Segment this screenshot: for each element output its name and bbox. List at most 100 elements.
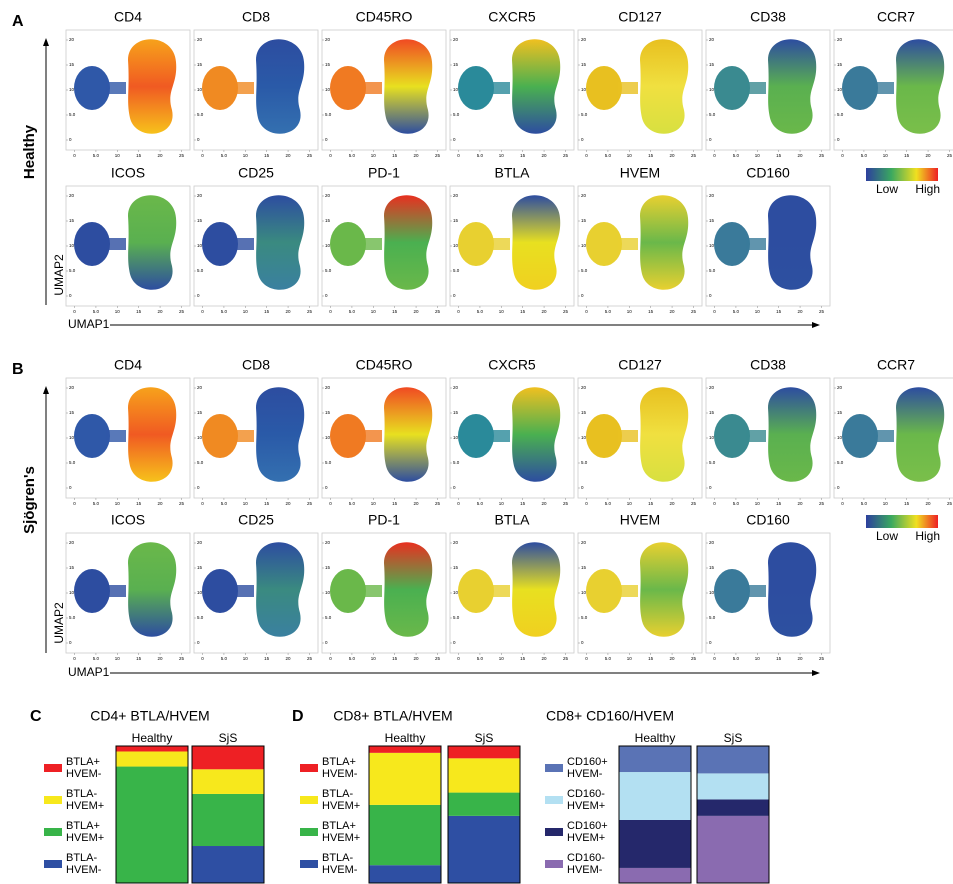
x-tick-label: 15 <box>264 153 270 158</box>
umap-cluster <box>384 195 432 290</box>
x-tick-label: 20 <box>542 153 548 158</box>
y-tick-label: 20 <box>325 540 331 545</box>
x-tick-label: 25 <box>435 309 441 314</box>
umap-cluster <box>896 39 944 134</box>
umap-bridge <box>234 430 254 442</box>
x-tick-label: 25 <box>435 656 441 661</box>
y-tick-label: 20 <box>581 385 587 390</box>
umap-cluster <box>202 569 238 613</box>
x-tick-label: 15 <box>520 309 526 314</box>
y-tick-label: 15 <box>837 410 843 415</box>
y-tick-label: 10 <box>69 87 75 92</box>
y-tick-label: 15 <box>453 62 459 67</box>
x-tick-label: 25 <box>947 501 953 506</box>
x-tick-label: 10 <box>883 153 889 158</box>
legend-entry: BTLA- HVEM+ <box>322 788 374 816</box>
x-tick-label: 10 <box>883 501 889 506</box>
y-tick-label: 20 <box>709 193 715 198</box>
umap-cluster <box>896 387 944 482</box>
umap-cluster <box>640 542 688 637</box>
bar-segment <box>448 793 520 816</box>
x-tick-label: 10 <box>499 656 505 661</box>
y-tick-label: 20 <box>453 193 459 198</box>
y-tick-label: 10 <box>581 87 587 92</box>
x-tick-label: 5.0 <box>93 309 100 314</box>
y-tick-label: 5.0 <box>709 112 716 117</box>
y-tick-label: 20 <box>197 193 203 198</box>
y-tick-label: 5.0 <box>453 615 460 620</box>
x-tick-label: 15 <box>776 501 782 506</box>
x-tick-label: 25 <box>307 501 313 506</box>
x-tick-label: 5.0 <box>477 153 484 158</box>
y-tick-label: 5.0 <box>197 615 204 620</box>
marker-title: PD-1 <box>368 165 400 181</box>
umap-cluster <box>74 222 110 266</box>
x-tick-label: 10 <box>499 501 505 506</box>
x-tick-label: 25 <box>307 656 313 661</box>
x-tick-label: 25 <box>179 309 185 314</box>
umap-bridge <box>362 238 382 250</box>
legend-entry: BTLA- HVEM- <box>66 852 118 880</box>
y-tick-label: 15 <box>69 62 75 67</box>
umap-bridge <box>106 430 126 442</box>
marker-title: CD127 <box>618 357 662 373</box>
x-tick-label: 25 <box>819 501 825 506</box>
x-tick-label: 25 <box>179 501 185 506</box>
x-tick-label: 10 <box>755 501 761 506</box>
umap-cluster <box>128 542 176 637</box>
x-tick-label: 15 <box>520 656 526 661</box>
legend-swatch <box>545 860 563 868</box>
x-tick-label: 20 <box>286 309 292 314</box>
legend-entry: BTLA- HVEM- <box>322 852 374 880</box>
x-tick-label: 15 <box>392 501 398 506</box>
x-tick-label: 5.0 <box>93 153 100 158</box>
y-tick-label: 15 <box>581 410 587 415</box>
x-tick-label: 20 <box>670 501 676 506</box>
umap-bridge <box>234 82 254 94</box>
umap-bridge <box>234 238 254 250</box>
y-tick-label: 20 <box>837 37 843 42</box>
umap-cluster <box>256 542 304 637</box>
arrow-head <box>43 38 49 46</box>
bar-segment <box>619 868 691 883</box>
marker-title: ICOS <box>111 165 145 181</box>
x-tick-label: 20 <box>414 501 420 506</box>
marker-title: HVEM <box>620 165 660 181</box>
umap-cluster <box>714 569 750 613</box>
umap-cluster <box>128 39 176 134</box>
marker-title: CD38 <box>750 9 786 25</box>
x-tick-label: 25 <box>563 153 569 158</box>
y-tick-label: 20 <box>197 37 203 42</box>
umap-bridge <box>490 430 510 442</box>
bar-segment <box>619 746 691 772</box>
umap-bridge <box>490 585 510 597</box>
x-tick-label: 15 <box>136 309 142 314</box>
x-tick-label: 20 <box>414 309 420 314</box>
y-tick-label: 20 <box>69 37 75 42</box>
bar-segment <box>619 772 691 820</box>
x-tick-label: 10 <box>755 153 761 158</box>
legend-label: BTLA- HVEM+ <box>322 788 370 812</box>
category-label: Healthy <box>385 731 426 745</box>
umap-bridge <box>490 238 510 250</box>
y-tick-label: 5.0 <box>709 615 716 620</box>
umap-cluster <box>384 387 432 482</box>
x-tick-label: 5.0 <box>733 501 740 506</box>
legend-swatch <box>300 764 318 772</box>
x-tick-label: 20 <box>542 309 548 314</box>
color-scale <box>866 168 938 181</box>
umap-cluster <box>330 414 366 458</box>
x-axis-label: UMAP1 <box>68 317 110 331</box>
x-tick-label: 5.0 <box>861 153 868 158</box>
x-tick-label: 0 <box>73 501 76 506</box>
y-tick-label: 10 <box>837 435 843 440</box>
bar-segment <box>116 746 188 751</box>
y-tick-label: 10 <box>197 87 203 92</box>
y-tick-label: 20 <box>69 385 75 390</box>
marker-title: CD127 <box>618 9 662 25</box>
color-scale <box>866 515 938 528</box>
umap-bridge <box>618 238 638 250</box>
y-tick-label: 5.0 <box>837 112 844 117</box>
x-tick-label: 0 <box>73 656 76 661</box>
marker-title: BTLA <box>494 512 530 528</box>
